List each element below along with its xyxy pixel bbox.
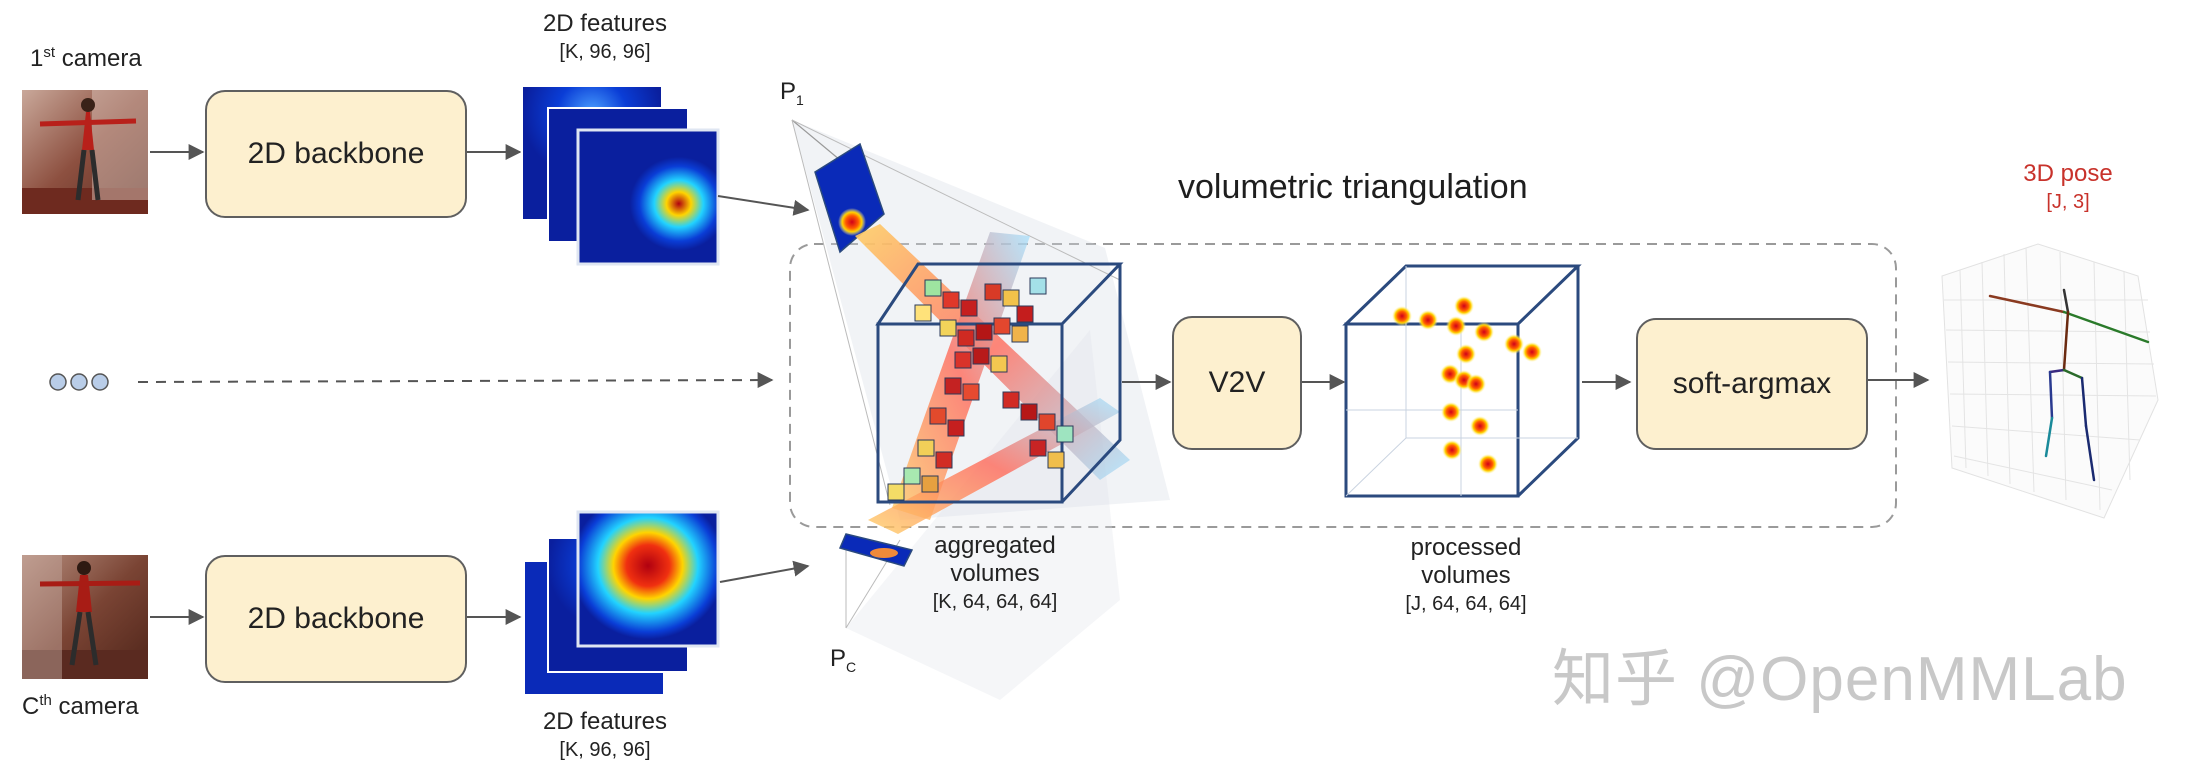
backbone-box-bottom: 2D backbone xyxy=(205,555,467,683)
camera-image-c xyxy=(22,555,148,679)
backbone-box-top: 2D backbone xyxy=(205,90,467,218)
aggregated-line1: aggregated xyxy=(934,532,1056,559)
features-bottom-shape: [K, 96, 96] xyxy=(559,739,651,761)
features-top-title: 2D features xyxy=(542,10,668,37)
processed-shape: [J, 64, 64, 64] xyxy=(1405,593,1527,615)
processed-line1: processed xyxy=(1410,534,1522,561)
projection-p1-label: P1 xyxy=(780,78,804,108)
projected-heatmap-p1 xyxy=(814,142,885,254)
processed-line2: volumes xyxy=(1421,562,1511,589)
v2v-box: V2V xyxy=(1172,316,1302,450)
aggregated-caption: aggregated volumes [K, 64, 64, 64] xyxy=(933,532,1058,616)
processed-caption: processed volumes [J, 64, 64, 64] xyxy=(1405,534,1526,618)
features-bottom-title: 2D features xyxy=(542,708,668,735)
aggregated-voxels xyxy=(887,277,1074,501)
section-title: volumetric triangulation xyxy=(1178,168,1528,206)
aggregated-line2: volumes xyxy=(950,560,1040,587)
features-top-caption: 2D features [K, 96, 96] xyxy=(543,10,667,66)
output-caption: 3D pose [J, 3] xyxy=(2023,160,2112,216)
camera-c-label: Cth camera xyxy=(22,692,139,720)
camera-image-1 xyxy=(22,90,148,214)
arrow-other-cameras xyxy=(137,372,774,389)
projection-pc-label: PC xyxy=(830,645,857,675)
heatmap-stack-top xyxy=(521,85,720,266)
output-title: 3D pose xyxy=(2023,160,2113,187)
volumetric-region xyxy=(789,243,1897,528)
projected-heatmap-peak xyxy=(838,208,866,236)
camera-1-label: 1st camera xyxy=(30,44,142,72)
heatmap-stack-bottom xyxy=(523,510,720,696)
softargmax-box: soft-argmax xyxy=(1636,318,1868,450)
joint-peaks xyxy=(1392,296,1542,474)
watermark: 知乎 @OpenMMLab xyxy=(1552,645,2128,714)
arrow-features-pc xyxy=(719,560,810,583)
features-top-shape: [K, 96, 96] xyxy=(559,41,651,63)
pose-3d-plot xyxy=(1941,243,2159,519)
aggregated-shape: [K, 64, 64, 64] xyxy=(932,591,1058,613)
output-shape: [J, 3] xyxy=(2046,191,2090,213)
features-bottom-caption: 2D features [K, 96, 96] xyxy=(543,708,667,764)
arrow-features-p1 xyxy=(717,195,810,216)
ellipsis-other-cameras xyxy=(49,373,109,391)
